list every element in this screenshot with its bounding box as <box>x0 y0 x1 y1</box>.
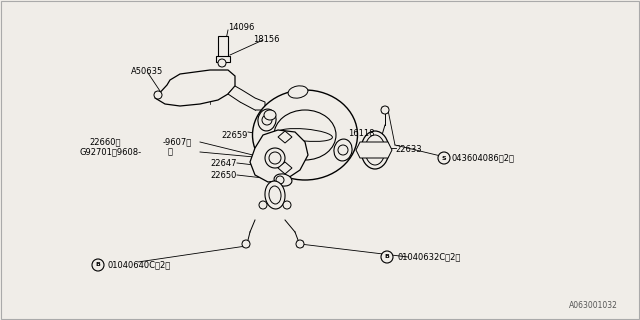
Text: 16118: 16118 <box>348 129 374 138</box>
Text: 22647: 22647 <box>211 159 237 169</box>
Circle shape <box>265 148 285 168</box>
Text: 22633: 22633 <box>395 145 422 154</box>
Text: 22659: 22659 <box>221 131 248 140</box>
Polygon shape <box>278 162 292 174</box>
Text: G92701（9608-: G92701（9608- <box>80 148 142 156</box>
Text: 01040640C（2）: 01040640C（2） <box>108 260 172 269</box>
Circle shape <box>92 259 104 271</box>
Ellipse shape <box>288 86 308 98</box>
Polygon shape <box>216 56 230 62</box>
Polygon shape <box>228 86 265 110</box>
Circle shape <box>276 176 284 184</box>
Text: B: B <box>95 262 100 268</box>
Text: -9607）: -9607） <box>163 138 192 147</box>
Text: 01040632C（2）: 01040632C（2） <box>397 252 460 261</box>
Ellipse shape <box>278 129 332 141</box>
Polygon shape <box>278 131 292 143</box>
Circle shape <box>269 152 281 164</box>
Polygon shape <box>356 142 392 158</box>
Text: B: B <box>385 254 389 260</box>
Ellipse shape <box>269 186 281 204</box>
Polygon shape <box>218 36 228 60</box>
Text: 22650: 22650 <box>211 171 237 180</box>
Text: 14096: 14096 <box>228 23 254 33</box>
Text: ）: ） <box>168 148 173 156</box>
Circle shape <box>338 145 348 155</box>
Circle shape <box>381 251 393 263</box>
Circle shape <box>438 152 450 164</box>
Ellipse shape <box>365 135 385 165</box>
Text: A063001032: A063001032 <box>569 301 618 310</box>
Circle shape <box>262 115 272 125</box>
Ellipse shape <box>253 90 358 180</box>
Circle shape <box>242 240 250 248</box>
Ellipse shape <box>334 139 352 161</box>
Ellipse shape <box>361 131 389 169</box>
Text: 043604086（2）: 043604086（2） <box>451 154 514 163</box>
Ellipse shape <box>258 109 276 131</box>
Polygon shape <box>155 70 235 106</box>
Text: A50635: A50635 <box>131 68 163 76</box>
Text: S: S <box>442 156 446 161</box>
Polygon shape <box>250 130 308 182</box>
Text: 18156: 18156 <box>253 35 280 44</box>
Text: 22660〜: 22660〜 <box>89 138 120 147</box>
Circle shape <box>259 201 267 209</box>
Ellipse shape <box>274 174 292 186</box>
Circle shape <box>381 106 389 114</box>
Ellipse shape <box>264 110 276 120</box>
Circle shape <box>154 91 162 99</box>
Ellipse shape <box>265 181 285 209</box>
Circle shape <box>283 201 291 209</box>
Circle shape <box>296 240 304 248</box>
Ellipse shape <box>274 110 336 160</box>
Circle shape <box>218 59 226 67</box>
